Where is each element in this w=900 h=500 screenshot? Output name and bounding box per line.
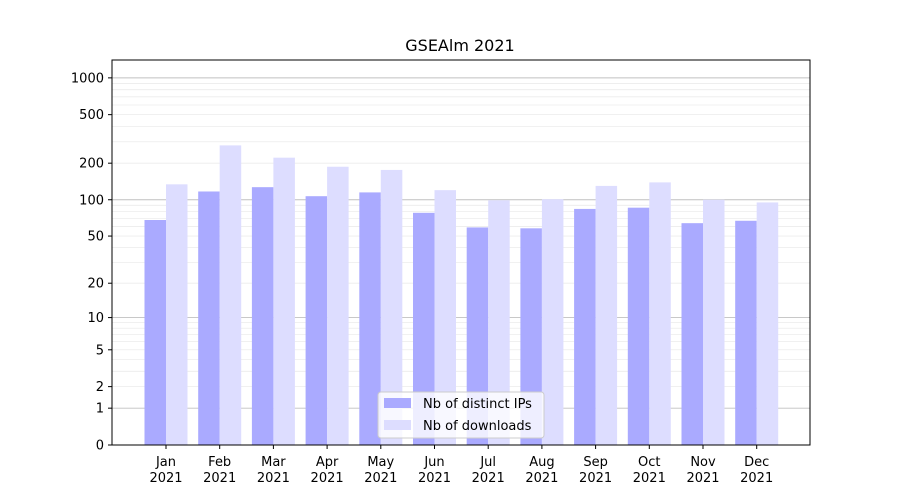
bar-downloads (166, 184, 188, 445)
bar-ips (359, 192, 381, 445)
bar-ips (627, 207, 650, 445)
bar-ips (520, 228, 542, 445)
x-tick-label-month: Apr (316, 455, 339, 470)
x-tick-label-month: Mar (261, 455, 286, 470)
bar-ips (413, 212, 435, 445)
legend-swatch-ips (384, 398, 411, 408)
x-tick-label-year: 2021 (579, 471, 612, 486)
bar-ips (305, 196, 328, 445)
legend-label-ips: Nb of distinct IPs (423, 397, 532, 412)
y-tick-label: 50 (87, 230, 104, 245)
x-tick-label-month: Jan (155, 455, 176, 470)
x-tick-label-month: Feb (208, 455, 231, 470)
bar-ips (251, 187, 274, 445)
x-tick-label-month: Jun (423, 455, 444, 470)
x-tick-label-year: 2021 (418, 471, 451, 486)
bar-downloads (703, 199, 725, 445)
y-tick-label: 2 (96, 380, 104, 395)
bar-ips (574, 208, 596, 445)
bar-ips (144, 219, 166, 445)
x-tick-label-year: 2021 (149, 471, 182, 486)
bar-downloads (649, 182, 671, 445)
bar-ips (198, 191, 220, 445)
x-tick-label-year: 2021 (311, 471, 344, 486)
x-tick-label-year: 2021 (740, 471, 773, 486)
plot-frame (111, 59, 811, 446)
y-tick-label: 20 (87, 277, 104, 292)
x-tick-label-year: 2021 (257, 471, 290, 486)
x-tick-label-year: 2021 (525, 471, 558, 486)
x-tick-label-year: 2021 (472, 471, 505, 486)
bar-downloads (541, 199, 564, 445)
bar-ips (735, 220, 757, 445)
legend: Nb of distinct IPs Nb of downloads (377, 391, 545, 439)
y-tick-label: 10 (87, 311, 104, 326)
y-tick-label: 1000 (71, 71, 104, 86)
x-tick-label-month: Nov (690, 455, 716, 470)
x-tick-label-month: Oct (638, 455, 660, 470)
y-axis: 0 1 2 5 10 20 50 100 200 500 1000 (71, 71, 112, 454)
legend-label-downloads: Nb of downloads (423, 419, 532, 434)
x-tick-label-year: 2021 (633, 471, 666, 486)
y-tick-label: 1 (96, 402, 104, 417)
y-tick-label: 5 (96, 343, 104, 358)
bar-downloads (327, 166, 349, 445)
legend-box (377, 391, 545, 439)
bar-downloads (488, 200, 510, 445)
y-tick-label: 100 (79, 193, 104, 208)
x-axis: Jan2021Feb2021Mar2021Apr2021May2021Jun20… (149, 445, 773, 486)
chart-title: GSEAlm 2021 (405, 36, 514, 55)
bar-downloads (756, 202, 779, 445)
x-tick-label-month: Dec (744, 455, 769, 470)
bar-downloads (273, 157, 295, 446)
bars (144, 145, 779, 446)
bar-ips (466, 227, 489, 445)
x-tick-label-month: Jul (479, 455, 496, 470)
bar-downloads (380, 169, 403, 445)
x-tick-label-month: Sep (583, 455, 608, 470)
y-tick-label: 0 (96, 439, 104, 454)
x-tick-label-month: Aug (529, 455, 554, 470)
bar-ips (681, 223, 703, 445)
bar-downloads (434, 190, 456, 445)
bar-downloads (595, 185, 618, 446)
bar-downloads (219, 145, 242, 445)
x-tick-label-year: 2021 (686, 471, 719, 486)
y-tick-label: 200 (79, 157, 104, 172)
x-tick-label-year: 2021 (364, 471, 397, 486)
legend-swatch-downloads (384, 420, 411, 430)
y-tick-label: 500 (79, 108, 104, 123)
x-tick-label-year: 2021 (203, 471, 236, 486)
x-tick-label-month: May (367, 455, 394, 470)
